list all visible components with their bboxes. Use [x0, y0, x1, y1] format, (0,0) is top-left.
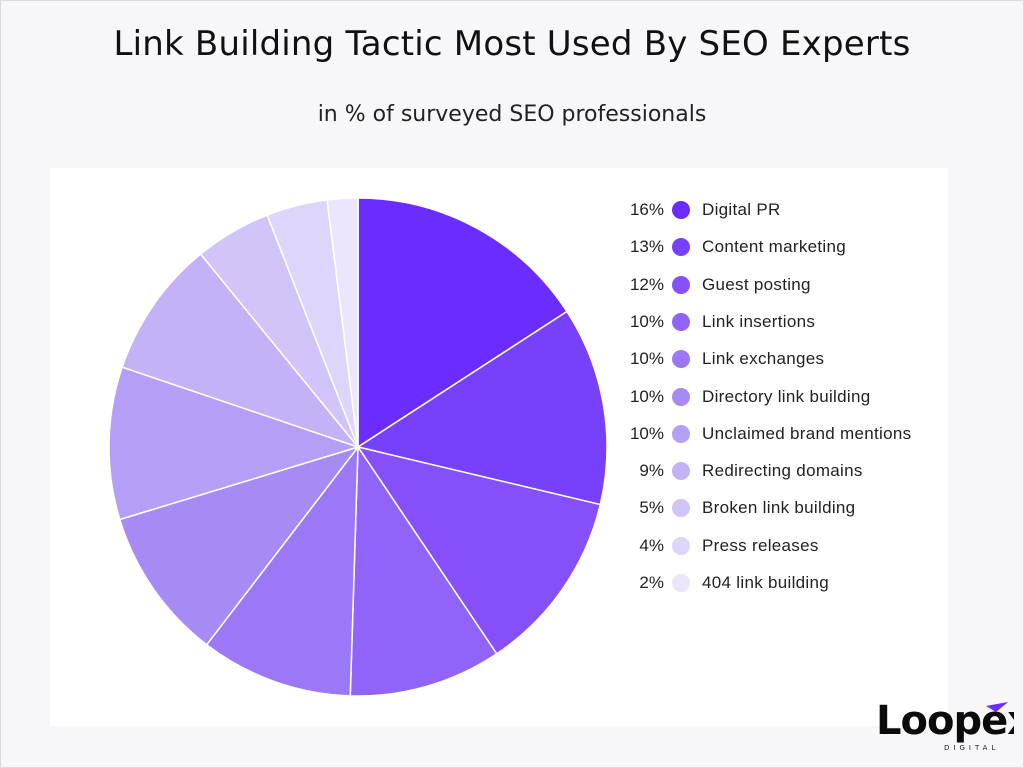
- pie-slice-unclaimed-brand-mentions: [108, 366, 361, 521]
- pie-slice-link-insertions: [349, 444, 498, 697]
- legend-label: Link exchanges: [702, 349, 825, 369]
- legend-swatch: [672, 462, 690, 481]
- legend-percent: 10%: [629, 423, 664, 443]
- pie-slice-content-marketing: [356, 310, 608, 506]
- legend-swatch: [672, 499, 690, 518]
- legend-percent: 2%: [639, 573, 664, 592]
- legend-percent: 9%: [639, 461, 664, 481]
- legend-label: Press releases: [702, 535, 819, 555]
- legend-swatch: [672, 536, 690, 555]
- legend-item: 12% Guest posting: [600, 272, 960, 298]
- chart-subtitle: in % of surveyed SEO professionals: [317, 102, 707, 127]
- pie-slice-guest-posting: [356, 445, 602, 655]
- legend-swatch: [672, 312, 690, 331]
- legend-swatch: [672, 387, 690, 406]
- legend-percent: 16%: [629, 200, 664, 219]
- legend-item: 10% Link exchanges: [600, 346, 960, 372]
- legend-swatch: [672, 350, 690, 369]
- pie-slice-link-exchanges: [205, 444, 359, 697]
- legend-label: Redirecting domains: [702, 461, 863, 481]
- pie-slice-404-link-building: [326, 197, 359, 448]
- legend-item: 9% Redirecting domains: [600, 458, 960, 484]
- legend-percent: 10%: [629, 386, 664, 406]
- legend-percent: 4%: [639, 535, 664, 555]
- legend-swatch: [672, 238, 690, 257]
- pie-slice-directory-link-building: [118, 445, 361, 646]
- legend-label: Digital PR: [702, 200, 781, 219]
- legend-item: 2% 404 link building: [600, 570, 960, 596]
- legend-percent: 10%: [629, 311, 664, 331]
- legend-swatch: [672, 275, 690, 294]
- legend-swatch: [672, 574, 690, 592]
- legend-item: 4% Press releases: [600, 533, 960, 559]
- chart-title: Link Building Tactic Most Used By SEO Ex…: [113, 24, 911, 64]
- legend-label: Link insertions: [702, 311, 816, 331]
- legend-item: 10% Directory link building: [600, 384, 960, 410]
- svg-text:DIGITAL: DIGITAL: [944, 744, 999, 752]
- legend-item: 10% Unclaimed brand mentions: [600, 421, 960, 447]
- logo-mark: Loopex DIGITAL: [876, 698, 1014, 752]
- legend-percent: 13%: [629, 237, 664, 257]
- legend-percent: 5%: [639, 498, 664, 518]
- brand-logo: Loopex DIGITAL: [874, 696, 1014, 756]
- legend-label: 404 link building: [702, 573, 830, 592]
- legend-label: Guest posting: [702, 274, 811, 294]
- legend-item: 16% Digital PR: [600, 197, 960, 223]
- pie-slice-redirecting-domains: [121, 253, 361, 449]
- legend-item: 5% Broken link building: [600, 495, 960, 521]
- legend-swatch: [672, 424, 690, 443]
- pie-slice-digital-pr: [357, 197, 568, 449]
- legend-label: Broken link building: [702, 498, 856, 518]
- legend-item: 13% Content marketing: [600, 234, 960, 260]
- legend-label: Directory link building: [702, 386, 871, 406]
- legend-item: 10% Link insertions: [600, 309, 960, 335]
- legend-percent: 12%: [629, 274, 664, 294]
- legend-percent: 10%: [629, 349, 664, 369]
- legend-label: Unclaimed brand mentions: [702, 423, 912, 443]
- legend-swatch: [672, 201, 690, 219]
- legend-label: Content marketing: [702, 237, 847, 257]
